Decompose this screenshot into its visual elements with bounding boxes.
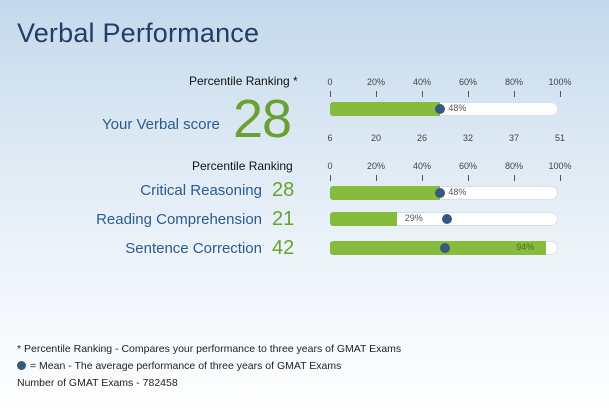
score-scale-label: 32 [462,133,474,143]
tick-mark [330,91,331,97]
tick-label: 20% [366,77,386,87]
tick-mark [560,175,561,181]
verbal-percentile-bar: 48% [330,102,558,116]
mean-marker [440,243,450,253]
page-title: Verbal Performance [17,18,260,48]
mean-marker [435,104,446,114]
tick-label: 80% [504,161,524,171]
score-scale-label: 20 [370,133,382,143]
tick-mark [468,175,469,181]
percentile-fill [330,241,547,255]
percentile-fill [330,212,397,226]
critical-reasoning-bar: 48% [330,186,558,200]
exam-count: Number of GMAT Exams - 782458 [17,377,178,389]
tick-mark [514,175,515,181]
tick-label: 40% [412,161,432,171]
subsection-percentile-header: Percentile Ranking [192,159,293,173]
sentence-correction-bar: 94% [330,241,558,255]
tick-mark [560,91,561,97]
score-scale-label: 6 [327,133,333,143]
percentile-label: 94% [516,242,535,252]
mean-legend-dot-icon [17,361,26,370]
mean-marker [442,214,453,224]
mean-footnote-text: = Mean - The average performance of thre… [30,360,342,372]
mean-marker [435,188,446,198]
tick-mark [514,91,515,97]
reading-comprehension-label: Reading Comprehension [96,211,262,228]
percentile-footnote: * Percentile Ranking - Compares your per… [17,343,402,355]
tick-label: 40% [412,77,432,87]
percentile-axis-sub: 0 20% 40% 60% 80% 100% [327,161,572,191]
tick-label: 100% [548,77,572,87]
percentile-fill [330,102,441,116]
tick-mark [422,91,423,97]
sentence-correction-score: 42 [272,237,295,259]
score-scale-label: 26 [416,133,428,143]
percentile-fill [330,186,441,200]
percentile-label: 48% [448,103,467,113]
tick-label: 20% [366,161,386,171]
tick-label: 0 [327,161,333,171]
tick-label: 60% [458,77,478,87]
tick-mark [376,175,377,181]
score-scale-axis: 6 20 26 32 37 51 [327,133,565,147]
tick-mark [376,91,377,97]
score-scale-label: 37 [508,133,520,143]
reading-comprehension-score: 21 [272,208,295,230]
tick-mark [330,175,331,181]
tick-label: 100% [548,161,572,171]
percentile-label: 29% [404,213,423,223]
score-scale-label: 51 [554,133,566,143]
verbal-score-value: 28 [233,89,292,149]
reading-comprehension-bar: 29% [330,212,558,226]
tick-label: 60% [458,161,478,171]
verbal-score-label: Your Verbal score [102,116,220,133]
tick-label: 0 [327,77,333,87]
tick-label: 80% [504,77,524,87]
tick-mark [468,91,469,97]
sentence-correction-label: Sentence Correction [125,240,262,257]
critical-reasoning-label: Critical Reasoning [140,182,262,199]
percentile-ranking-header: Percentile Ranking * [189,74,298,88]
percentile-axis-top: 0 20% 40% 60% 80% 100% [327,77,572,107]
tick-mark [422,175,423,181]
critical-reasoning-score: 28 [272,179,295,201]
percentile-label: 48% [448,187,467,197]
mean-footnote: = Mean - The average performance of thre… [17,360,341,372]
